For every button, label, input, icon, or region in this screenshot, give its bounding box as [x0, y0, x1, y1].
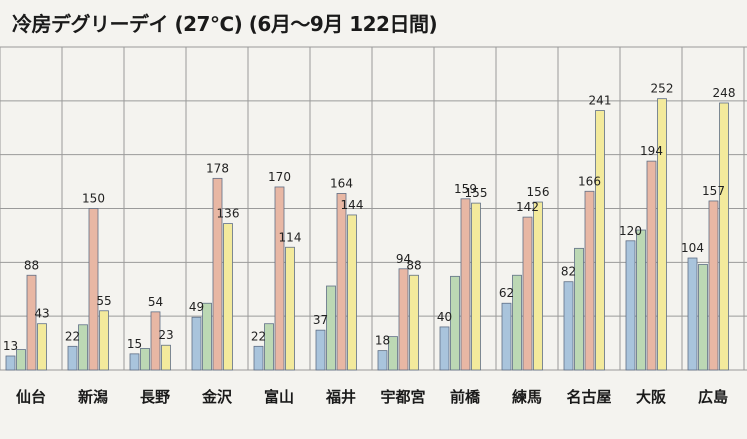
category-label: 長野	[140, 388, 170, 406]
bar	[161, 344, 171, 371]
data-label: 37	[313, 313, 328, 327]
bar	[719, 102, 729, 371]
data-label: 88	[406, 258, 421, 272]
data-label: 62	[499, 286, 514, 300]
data-label: 252	[651, 82, 674, 96]
data-label: 23	[158, 328, 173, 342]
bar	[646, 160, 657, 371]
bar	[574, 247, 584, 371]
data-label: 159	[454, 182, 477, 196]
bar	[657, 98, 667, 371]
bar	[563, 281, 574, 371]
bar	[223, 223, 233, 371]
data-label: 241	[589, 94, 612, 108]
bar	[37, 323, 47, 371]
data-label: 166	[578, 174, 601, 188]
bar	[708, 200, 719, 371]
category-label: 名古屋	[566, 388, 611, 406]
bar	[129, 353, 140, 371]
data-label: 156	[527, 185, 550, 199]
category-label: 大阪	[636, 388, 667, 406]
category-label: 富山	[264, 388, 294, 406]
data-label: 178	[206, 161, 229, 175]
bar	[460, 198, 471, 371]
data-label: 55	[96, 294, 111, 308]
bar	[88, 208, 99, 371]
bar	[687, 257, 698, 371]
bar	[212, 177, 223, 371]
data-label: 22	[251, 329, 266, 343]
bar	[636, 229, 646, 371]
bar	[347, 214, 357, 371]
category-label: 新潟	[78, 388, 108, 406]
data-label: 150	[82, 192, 105, 206]
bar	[274, 186, 285, 371]
bar	[522, 216, 533, 371]
bar	[67, 345, 78, 371]
data-label: 22	[65, 329, 80, 343]
data-label: 94	[396, 252, 411, 266]
data-label: 136	[217, 207, 240, 221]
bar	[78, 324, 88, 371]
data-label: 49	[189, 300, 204, 314]
bar	[253, 345, 264, 371]
bar	[450, 275, 460, 371]
data-label: 43	[34, 307, 49, 321]
data-label: 15	[127, 337, 142, 351]
data-label: 155	[465, 186, 488, 200]
bar	[336, 193, 347, 371]
bar	[191, 316, 202, 371]
bar	[625, 240, 636, 371]
bar	[16, 349, 26, 371]
bar	[326, 285, 336, 371]
bar	[264, 323, 274, 371]
bar	[202, 302, 212, 371]
bar	[26, 274, 37, 371]
data-label: 170	[268, 170, 291, 184]
data-label: 18	[375, 334, 390, 348]
data-label: 13	[3, 339, 18, 353]
data-label: 157	[702, 184, 725, 198]
data-label: 144	[341, 198, 364, 212]
bar	[315, 329, 326, 371]
category-label: 金沢	[201, 388, 233, 406]
bar	[533, 201, 543, 371]
bar	[512, 274, 522, 371]
data-label: 164	[330, 176, 353, 190]
bar	[409, 274, 419, 371]
category-label: 宇都宮	[380, 388, 425, 406]
data-label: 194	[640, 144, 663, 158]
category-label: 福井	[325, 388, 356, 406]
bar	[698, 264, 708, 371]
data-label: 82	[561, 265, 576, 279]
data-label: 114	[279, 230, 302, 244]
bar	[388, 336, 398, 371]
data-label: 248	[713, 86, 736, 100]
bar	[501, 302, 512, 371]
bar	[398, 268, 409, 371]
bar	[140, 348, 150, 371]
bar	[471, 202, 481, 371]
category-label: 仙台	[16, 388, 46, 406]
category-label: 広島	[698, 388, 728, 406]
bar	[285, 246, 295, 371]
bar	[595, 110, 605, 371]
category-label: 前橋	[450, 388, 481, 406]
bar	[99, 310, 109, 371]
data-label: 40	[437, 310, 452, 324]
bar	[584, 190, 595, 371]
bar	[377, 350, 388, 371]
bar	[5, 355, 16, 371]
data-label: 88	[24, 258, 39, 272]
category-label: 練馬	[512, 388, 542, 406]
data-label: 104	[681, 241, 704, 255]
data-label: 54	[148, 295, 163, 309]
bar	[439, 326, 450, 371]
chart-title: 冷房デグリーデイ (27℃) (6月～9月 122日間)	[12, 12, 438, 36]
data-label: 120	[619, 224, 642, 238]
data-label: 142	[516, 200, 539, 214]
bar	[150, 311, 161, 371]
